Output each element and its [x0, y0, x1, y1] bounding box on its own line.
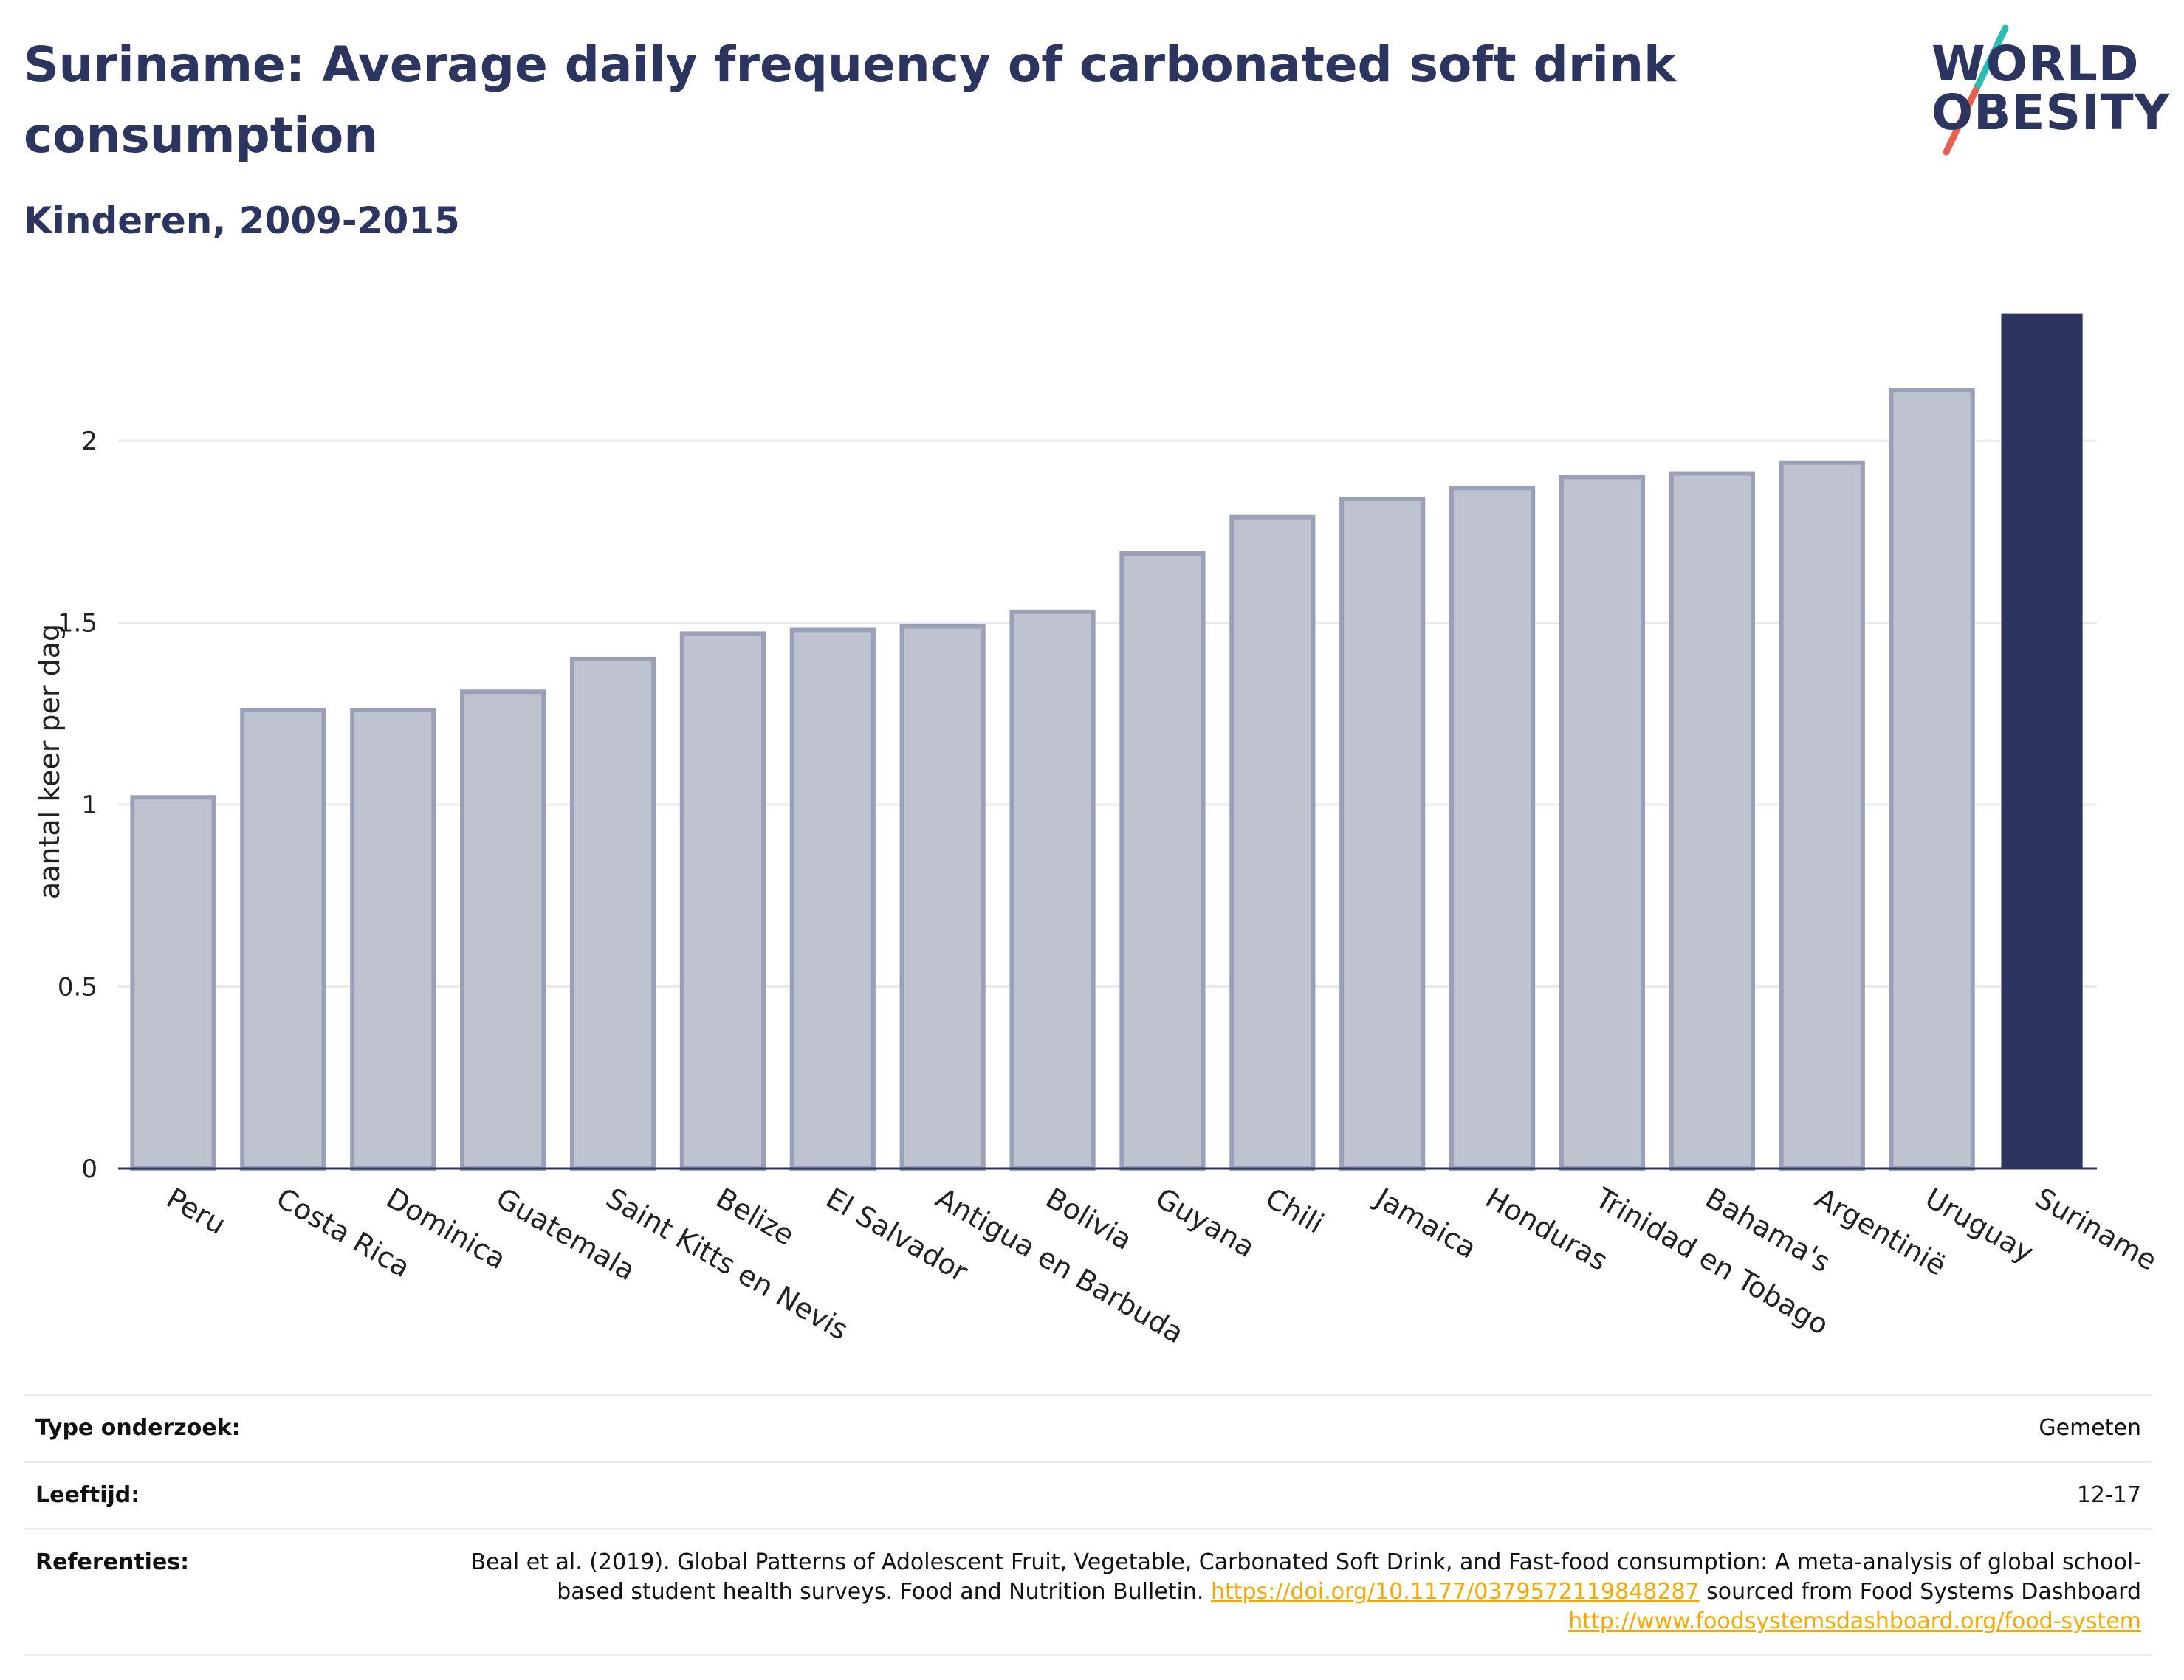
- logo-text-world: WORLD: [1931, 35, 2140, 92]
- bar-argentini-: [1779, 460, 1865, 1171]
- chart-title: Suriname: Average daily frequency of car…: [24, 36, 1676, 164]
- y-axis-label: aantal keer per dag: [33, 624, 66, 899]
- bar-chili: [1229, 514, 1316, 1171]
- info-key: Type onderzoek:: [35, 1415, 241, 1441]
- info-key: Leeftijd:: [35, 1482, 140, 1508]
- bar-el-salvador: [789, 627, 876, 1171]
- info-row-references: Referenties: Beal et al. (2019). Global P…: [24, 1529, 2153, 1656]
- logo-slash-icon: [1943, 24, 2009, 156]
- y-tick-label: 0: [81, 1154, 97, 1184]
- bar-uruguay: [1889, 388, 1975, 1171]
- reference-citation: Beal et al. (2019). Global Patterns of A…: [470, 1549, 2141, 1605]
- x-tick-label: Peru: [161, 1182, 231, 1241]
- x-tick-label: Chili: [1260, 1182, 1329, 1240]
- info-value: 12-17: [2076, 1482, 2141, 1508]
- x-tick-label: Guyana: [1150, 1182, 1260, 1264]
- bar-saint-kitts-en-nevis: [569, 656, 656, 1171]
- x-tick-label: Jamaica: [1369, 1181, 1482, 1265]
- bar-peru: [130, 795, 216, 1171]
- references-text: Beal et al. (2019). Global Patterns of A…: [431, 1529, 2153, 1656]
- bar-belize: [679, 631, 766, 1171]
- reference-source: sourced from Food Systems Dashboard: [1699, 1579, 2141, 1605]
- bar-jamaica: [1339, 497, 1426, 1171]
- info-value: Gemeten: [2039, 1415, 2141, 1441]
- y-tick-label: 0.5: [58, 973, 97, 1002]
- y-tick-label: 2: [81, 427, 97, 456]
- bar-guatemala: [460, 689, 546, 1171]
- x-tick-label: Honduras: [1480, 1182, 1613, 1278]
- bar-costa-rica: [240, 707, 326, 1171]
- world-obesity-logo: WORLD OBESITY: [1920, 22, 2171, 162]
- x-tick-label: Belize: [710, 1182, 800, 1252]
- y-tick-label: 1: [81, 791, 97, 820]
- info-row: Leeftijd: 12-17: [24, 1462, 2153, 1529]
- chart-subtitle: Kinderen, 2009-2015: [24, 199, 460, 242]
- bar-suriname: [2001, 313, 2083, 1168]
- info-row: Type onderzoek: Gemeten: [24, 1394, 2153, 1462]
- y-tick-label: 1.5: [58, 609, 97, 638]
- info-table: Type onderzoek: Gemeten Leeftijd: 12-17 Refe…: [24, 1394, 2153, 1656]
- food-systems-dashboard-link[interactable]: http://www.foodsystemsdashboard.org/food…: [1568, 1608, 2141, 1634]
- bar-antigua-en-barbuda: [899, 624, 986, 1171]
- bar-bahama-s: [1669, 471, 1755, 1171]
- x-tick-label: Suriname: [2030, 1182, 2163, 1277]
- info-key: Referenties:: [35, 1549, 190, 1575]
- doi-link[interactable]: https://doi.org/10.1177/0379572119848287: [1210, 1579, 1700, 1605]
- bar-dominica: [350, 707, 436, 1171]
- bar-bolivia: [1009, 609, 1096, 1171]
- bar-trinidad-en-tobago: [1559, 475, 1646, 1171]
- bar-honduras: [1449, 486, 1536, 1171]
- bar-guyana: [1119, 551, 1206, 1171]
- logo-text-obesity: OBESITY: [1931, 84, 2171, 141]
